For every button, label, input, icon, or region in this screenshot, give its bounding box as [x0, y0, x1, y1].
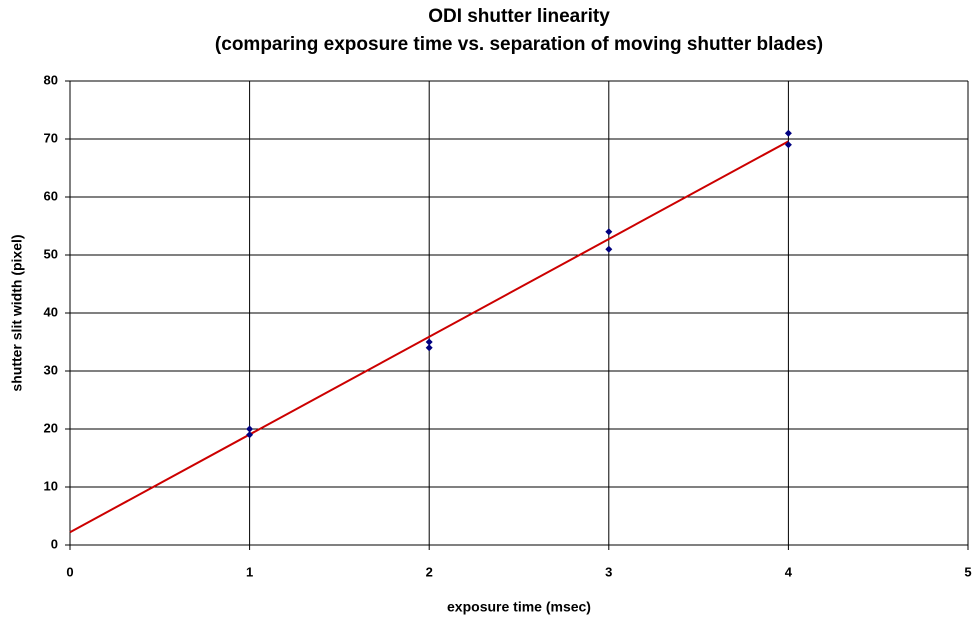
chart-title: ODI shutter linearity — [428, 6, 610, 27]
x-tick-label: 5 — [964, 564, 971, 579]
y-tick-label: 40 — [44, 304, 58, 319]
x-tick-label: 1 — [246, 564, 253, 579]
x-tick-label: 2 — [426, 564, 433, 579]
chart-subtitle: (comparing exposure time vs. separation … — [215, 34, 823, 55]
data-point — [425, 338, 433, 346]
x-tick-label: 3 — [605, 564, 612, 579]
y-tick-label: 30 — [44, 362, 58, 377]
data-point — [605, 228, 613, 236]
data-point — [605, 245, 613, 253]
data-point — [246, 425, 254, 433]
y-tick-label: 10 — [44, 478, 58, 493]
trendline — [69, 140, 789, 534]
y-tick-label: 60 — [44, 188, 58, 203]
data-point — [784, 141, 792, 149]
x-axis-label: exposure time (msec) — [447, 599, 591, 615]
y-axis-label: shutter slit width (pixel) — [9, 234, 25, 391]
data-point — [425, 344, 433, 352]
y-tick-label: 70 — [44, 130, 58, 145]
y-tick-label: 50 — [44, 246, 58, 261]
y-tick-label: 0 — [51, 536, 58, 551]
y-tick-label: 20 — [44, 420, 58, 435]
x-tick-label: 4 — [785, 564, 793, 579]
data-point — [246, 431, 254, 439]
x-tick-label: 0 — [66, 564, 73, 579]
y-tick-label: 80 — [44, 72, 58, 87]
data-point — [784, 129, 792, 137]
